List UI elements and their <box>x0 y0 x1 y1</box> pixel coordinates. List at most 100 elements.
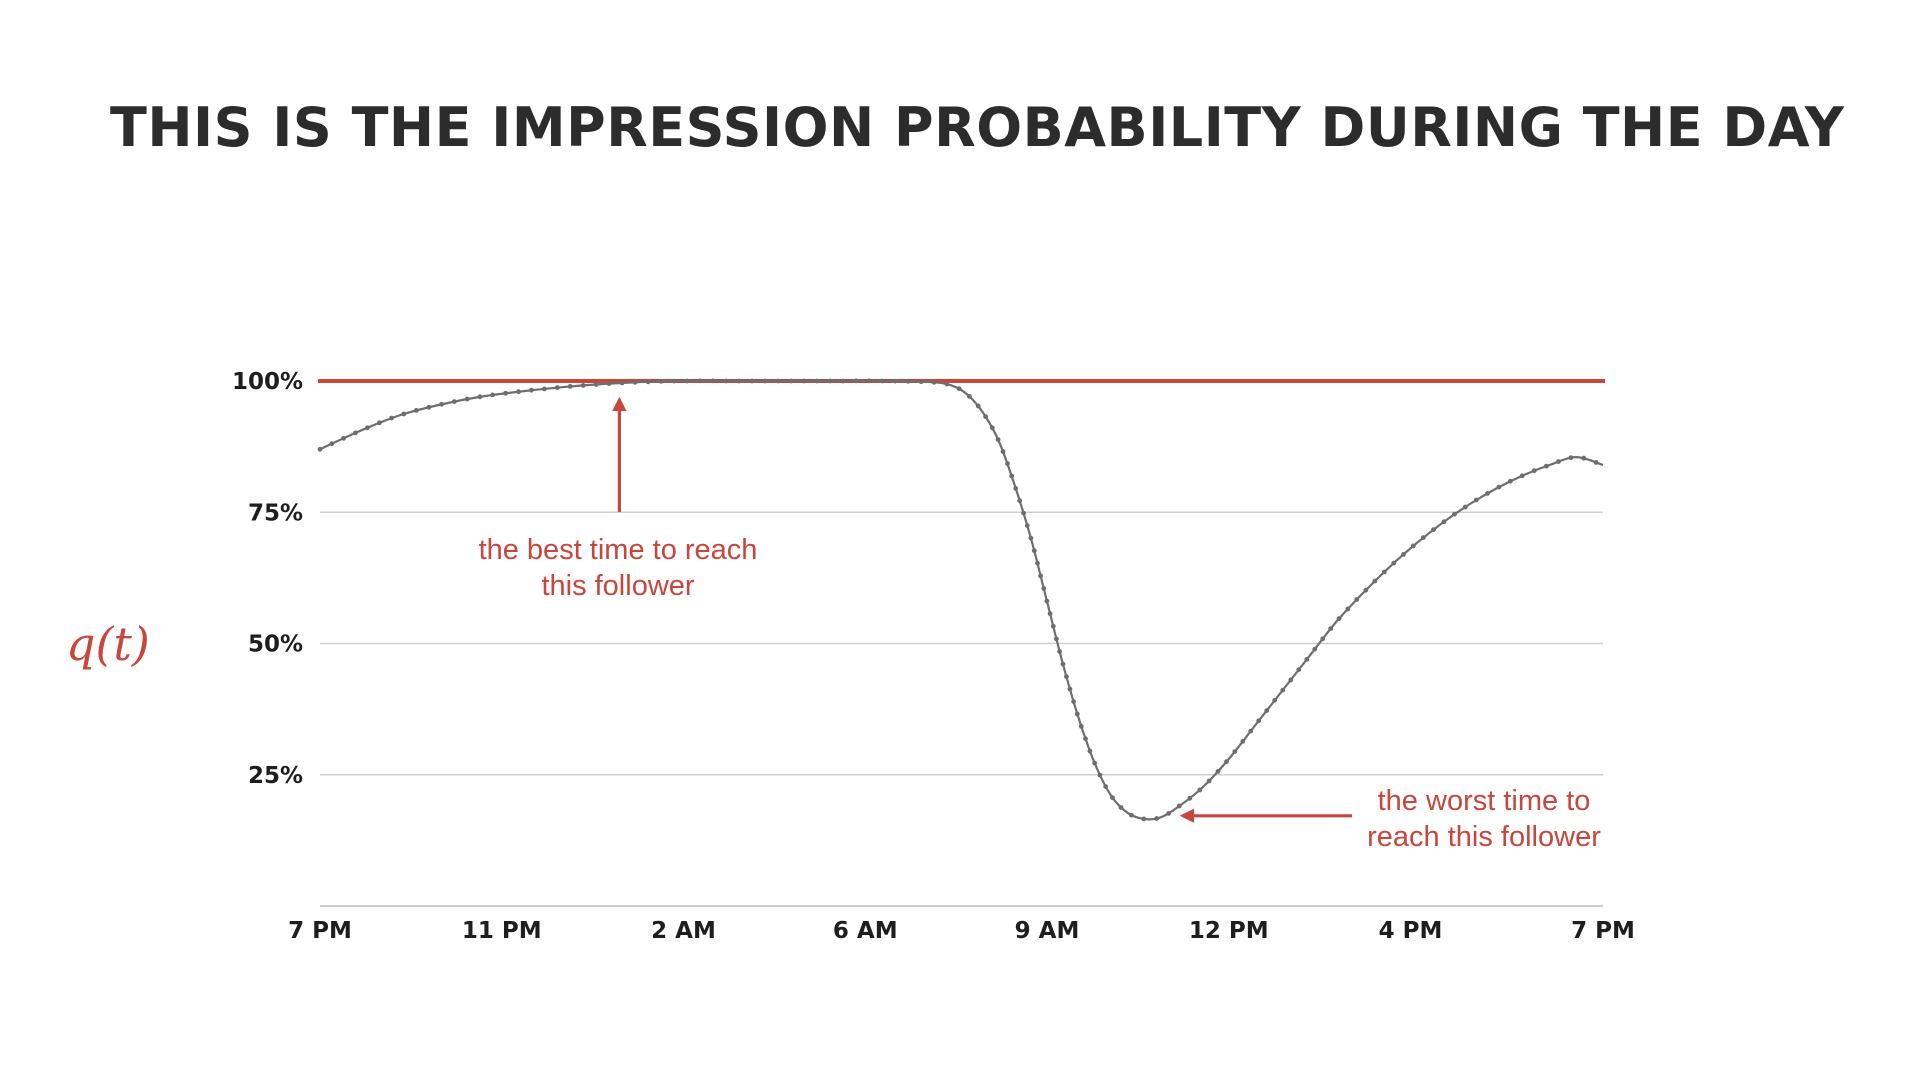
x-tick-label: 12 PM <box>1189 918 1269 944</box>
series-point <box>736 378 742 384</box>
series-point <box>1154 816 1160 821</box>
x-tick-label: 7 PM <box>288 918 352 944</box>
series-point <box>814 378 820 384</box>
series-point <box>1009 473 1015 479</box>
series-point <box>464 396 470 402</box>
series-point <box>931 379 937 385</box>
series-point <box>956 386 962 392</box>
series-point <box>1000 449 1006 454</box>
series-point <box>853 378 859 384</box>
series-point <box>801 378 807 384</box>
series-point <box>918 379 924 385</box>
series-point <box>401 411 407 417</box>
series-point <box>723 378 729 384</box>
series-point <box>1544 463 1549 469</box>
series-point <box>1288 677 1294 683</box>
series-point <box>892 378 898 384</box>
series-point <box>439 401 444 407</box>
series-point <box>477 394 483 400</box>
series-point <box>827 378 833 384</box>
y-axis-label: q(t) <box>66 617 150 671</box>
x-tick-label: 11 PM <box>462 918 542 944</box>
series-point <box>1078 724 1084 729</box>
series-point <box>606 381 612 386</box>
y-tick-label: 25% <box>248 763 303 789</box>
series-point <box>1044 598 1050 604</box>
series-point <box>1363 587 1369 593</box>
series-point <box>1304 657 1310 662</box>
series-point <box>1141 816 1147 822</box>
x-tick-label: 7 PM <box>1571 918 1635 944</box>
y-tick-label: 100% <box>232 369 303 395</box>
series-point <box>1431 527 1436 532</box>
series-point <box>1264 708 1270 713</box>
series-point <box>1206 778 1212 784</box>
series-point <box>1038 573 1043 579</box>
series-point <box>1197 787 1203 793</box>
series-point <box>490 392 496 398</box>
series-point <box>1328 626 1334 631</box>
series-point <box>580 383 586 388</box>
grid-lines <box>320 511 1603 776</box>
series-point <box>529 387 534 393</box>
series-point <box>341 435 346 441</box>
series-point <box>353 430 358 436</box>
series-point <box>377 420 382 426</box>
series-point <box>1013 486 1019 491</box>
series-point <box>1410 543 1416 549</box>
series-point <box>1129 812 1134 818</box>
series-point <box>879 378 885 384</box>
x-tick-label: 4 PM <box>1379 918 1443 944</box>
best-time-annotation: the best time to reach <box>479 534 758 566</box>
series-point <box>1110 795 1115 801</box>
series-point <box>1064 674 1069 679</box>
series-point <box>1441 519 1447 525</box>
series-point <box>619 380 625 386</box>
series-point <box>1531 468 1537 474</box>
series-points <box>317 378 1599 822</box>
worst-time-annotation: the worst time to <box>1378 785 1591 817</box>
series-point <box>1462 504 1468 510</box>
y-tick-label: 50% <box>248 632 303 658</box>
best-time-annotation: this follower <box>541 570 694 602</box>
annotations: the best time to reach this follower the w… <box>479 396 1601 853</box>
series-point <box>975 403 981 409</box>
series-point <box>1496 484 1502 490</box>
series-point <box>1017 498 1023 504</box>
series-point <box>1336 616 1342 621</box>
series-point <box>1519 473 1525 479</box>
series-point <box>645 379 651 385</box>
series-point <box>944 381 950 387</box>
series-point <box>1166 811 1171 816</box>
series-line-q-t <box>319 379 1604 821</box>
series-point <box>365 425 370 431</box>
x-tick-label: 2 AM <box>651 918 716 944</box>
series-point <box>1248 728 1254 734</box>
series-point <box>1508 478 1513 484</box>
series-point <box>1092 760 1098 766</box>
series-point <box>1057 649 1062 654</box>
series-point <box>516 389 521 395</box>
series-point <box>1372 578 1378 584</box>
series-point <box>451 399 457 404</box>
series-point <box>1556 459 1561 464</box>
x-axis-tick-labels: 7 PM 11 PM 2 AM 6 AM 9 AM 12 PM 4 PM 7 PM <box>288 918 1635 944</box>
series-point <box>866 378 872 384</box>
series-point <box>1485 491 1490 496</box>
series-point <box>684 378 690 384</box>
x-tick-label: 6 AM <box>833 918 898 944</box>
series-point <box>1473 497 1479 503</box>
series-point <box>1028 535 1034 541</box>
series-point <box>1296 667 1302 672</box>
series-point <box>1067 686 1073 692</box>
series-point <box>658 378 664 384</box>
series-point <box>967 394 972 399</box>
series-point <box>1041 586 1047 591</box>
series-point <box>1320 636 1326 642</box>
series-point <box>1118 805 1124 810</box>
series-point <box>1005 461 1010 467</box>
series-point <box>1568 455 1574 461</box>
series-point <box>995 437 1001 442</box>
series-point <box>503 390 508 396</box>
series-point <box>840 378 846 384</box>
